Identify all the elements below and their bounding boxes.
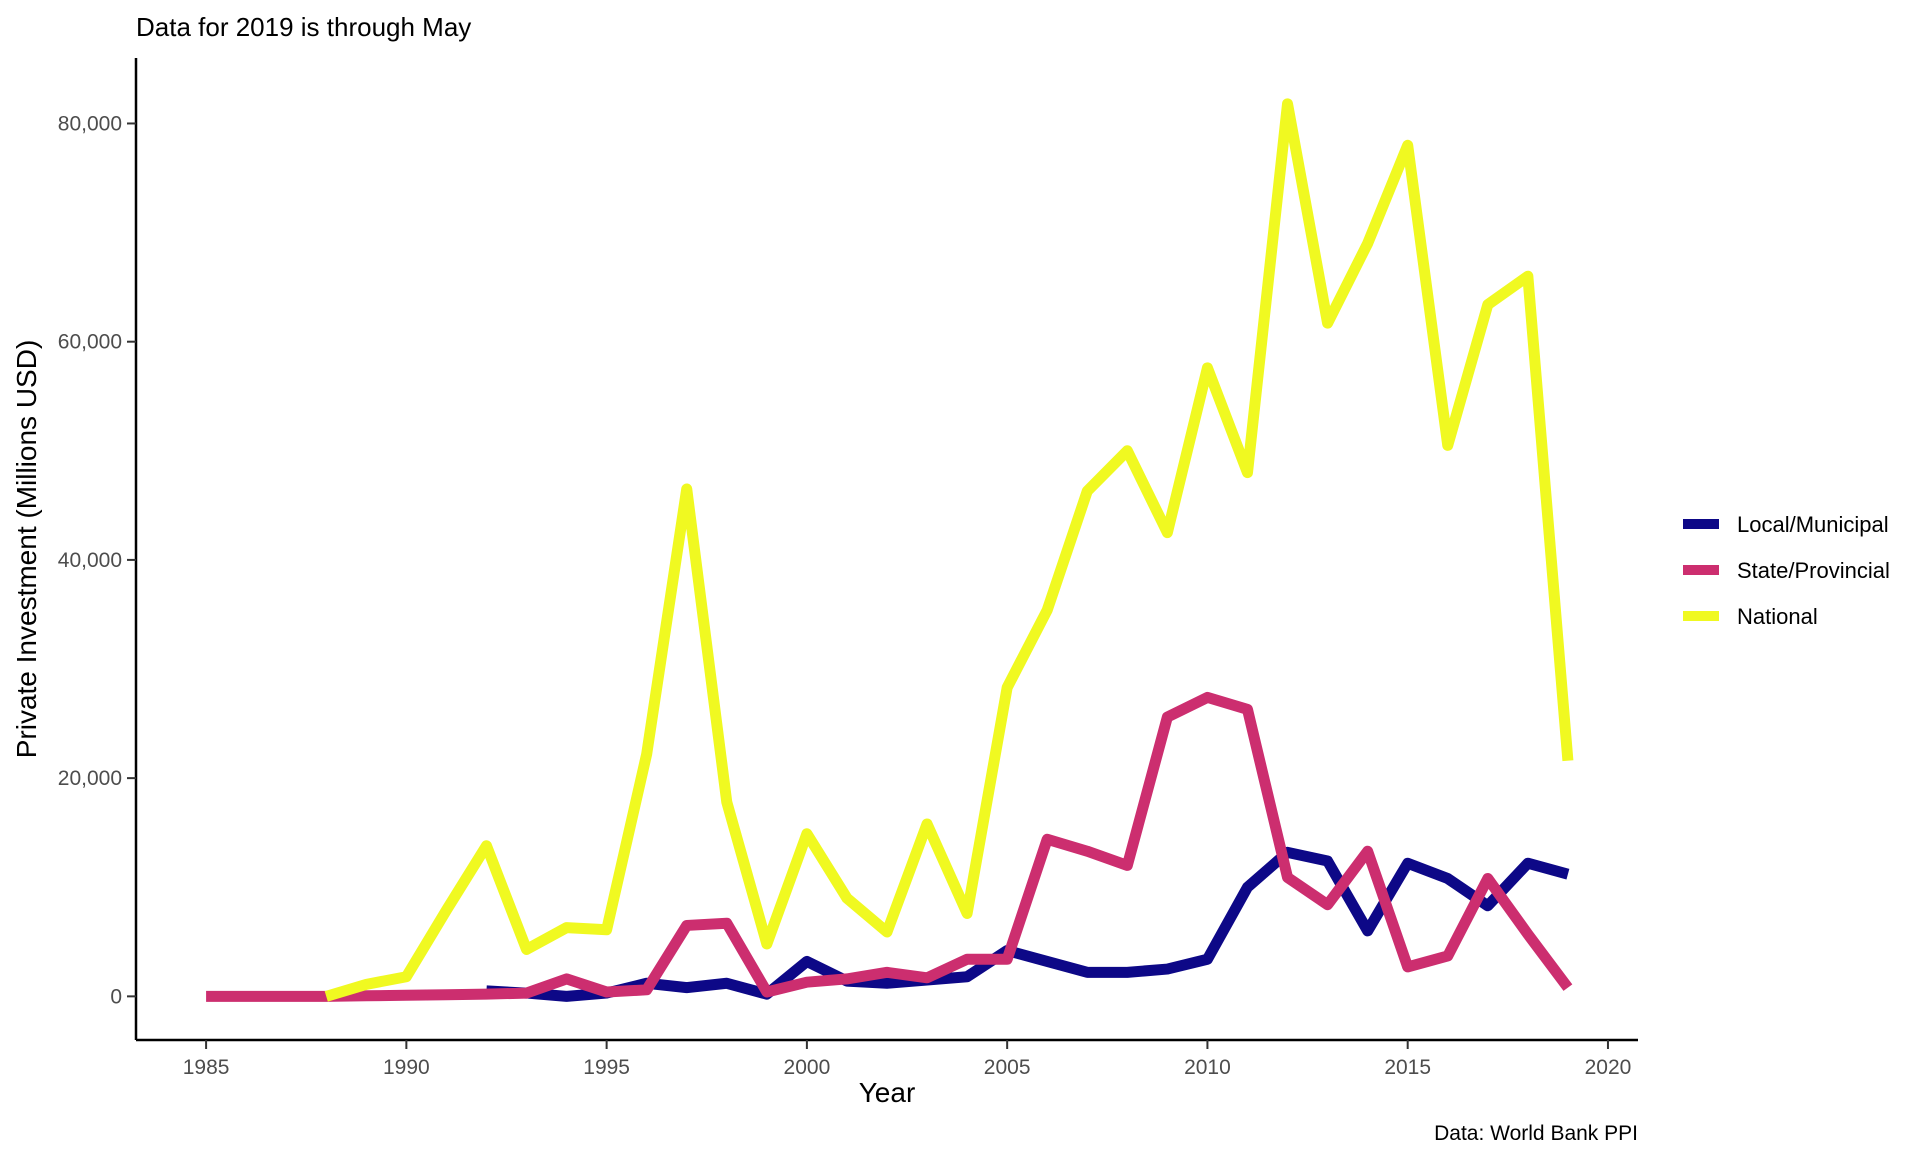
x-tick-label: 1990	[383, 1056, 430, 1079]
legend: Local/Municipal State/Provincial National	[1683, 512, 1890, 629]
x-tick-label: 1985	[183, 1056, 230, 1079]
chart-title: Data for 2019 is through May	[136, 12, 471, 42]
y-tick-label: 0	[110, 985, 122, 1008]
series-layer	[206, 98, 1574, 1002]
legend-label-2: National	[1737, 604, 1818, 629]
y-axis-ticks: 0 20,000 40,000 60,000 80,000	[58, 112, 136, 1008]
x-tick-label: 2000	[784, 1056, 831, 1079]
x-tick-label: 2010	[1184, 1056, 1231, 1079]
series-line-1	[206, 691, 1573, 1002]
x-tick-label: 2015	[1384, 1056, 1431, 1079]
x-tick-label: 2020	[1585, 1056, 1632, 1079]
y-tick-label: 80,000	[58, 112, 122, 135]
x-axis-title: Year	[859, 1077, 916, 1108]
legend-label-0: Local/Municipal	[1737, 512, 1889, 537]
x-tick-label: 1995	[583, 1056, 630, 1079]
legend-label-1: State/Provincial	[1737, 558, 1890, 583]
x-tick-label: 2005	[984, 1056, 1031, 1079]
y-tick-label: 60,000	[58, 331, 122, 354]
series-line-2	[324, 98, 1574, 1002]
x-axis-ticks: 1985 1990 1995 2000 2005 2010 2015 2020	[183, 1040, 1632, 1079]
y-tick-label: 40,000	[58, 549, 122, 572]
y-tick-label: 20,000	[58, 767, 122, 790]
chart-caption: Data: World Bank PPI	[1434, 1122, 1638, 1145]
series-line-0	[486, 846, 1570, 1002]
y-axis-title: Private Investment (Millions USD)	[11, 340, 42, 759]
